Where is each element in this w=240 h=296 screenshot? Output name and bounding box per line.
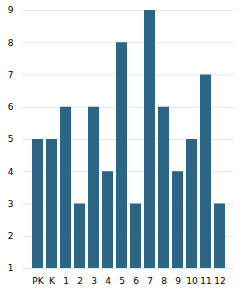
svg-text:3: 3 [8,199,14,209]
svg-text:7: 7 [147,276,153,286]
svg-text:6: 6 [8,102,14,112]
svg-text:4: 4 [105,276,111,286]
svg-text:11: 11 [200,276,211,286]
svg-text:5: 5 [119,276,125,286]
svg-text:5: 5 [8,134,14,144]
svg-text:2: 2 [77,276,83,286]
svg-text:12: 12 [214,276,225,286]
svg-text:9: 9 [8,5,14,15]
svg-text:7: 7 [8,70,14,80]
svg-text:10: 10 [186,276,198,286]
svg-text:K: K [49,276,56,286]
svg-text:8: 8 [8,38,14,48]
svg-text:PK: PK [32,276,44,286]
svg-text:4: 4 [8,167,14,177]
svg-text:6: 6 [133,276,139,286]
svg-text:8: 8 [161,276,167,286]
svg-text:9: 9 [175,276,181,286]
svg-text:2: 2 [8,231,14,241]
svg-text:1: 1 [8,263,14,273]
svg-text:3: 3 [91,276,97,286]
svg-text:1: 1 [63,276,69,286]
